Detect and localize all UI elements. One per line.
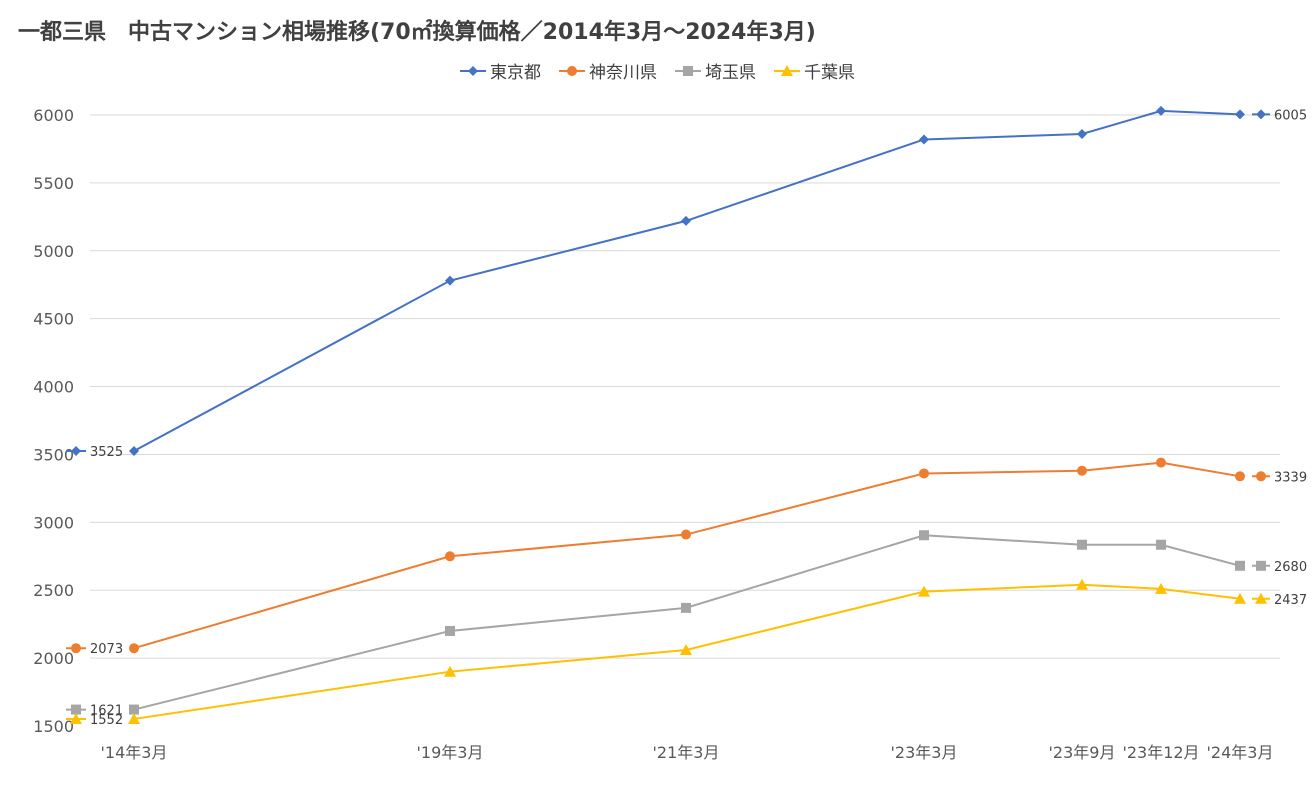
- gridlines: [90, 114, 1280, 659]
- legend-label: 神奈川県: [589, 63, 657, 83]
- y-tick-label-5000: 5000: [33, 242, 74, 261]
- data-point: [1077, 465, 1087, 476]
- legend: 東京都 神奈川県 埼玉県 千葉県: [0, 58, 1315, 83]
- data-point: [1077, 539, 1087, 550]
- series-3: 1552 2437: [66, 578, 1307, 728]
- y-tick-label-2000: 2000: [33, 649, 74, 668]
- y-tick-label-3500: 3500: [33, 445, 74, 464]
- data-point: [1076, 578, 1088, 590]
- data-point: [1077, 129, 1087, 140]
- legend-marker: [683, 65, 693, 76]
- end-data-label: 2680: [1274, 560, 1307, 575]
- data-point: [445, 625, 455, 636]
- end-data-label: 3339: [1274, 470, 1307, 485]
- legend-key: [774, 64, 800, 76]
- end-label-key-marker: [1256, 560, 1266, 571]
- data-point: [918, 585, 930, 597]
- data-point: [1156, 457, 1166, 468]
- x-tick-label: '19年3月: [417, 743, 484, 762]
- data-point: [680, 643, 692, 655]
- x-axis-tick-labels: '14年3月 '19年3月 '21年3月 '23年3月 '23年9月 '23年12月 '24…: [101, 743, 1274, 762]
- x-tick-label: '23年12月: [1122, 743, 1199, 762]
- legend-marker: [781, 64, 793, 76]
- y-tick-label-1500: 1500: [33, 717, 74, 736]
- data-point: [681, 529, 691, 540]
- series-group: 3525 6005 2073 3339 1621 2680 1552 2437: [66, 105, 1307, 728]
- legend-key: [559, 65, 585, 76]
- legend-item-1: 神奈川県: [559, 58, 657, 83]
- data-point: [919, 468, 929, 479]
- legend-marker: [468, 65, 478, 76]
- data-point: [681, 602, 691, 613]
- data-point: [919, 530, 929, 541]
- data-point: [129, 446, 139, 457]
- legend-marker: [567, 65, 577, 76]
- data-point: [445, 275, 455, 286]
- data-point: [1156, 539, 1166, 550]
- legend-item-2: 埼玉県: [675, 58, 756, 83]
- legend-label: 東京都: [490, 63, 541, 83]
- legend-item-3: 千葉県: [774, 58, 855, 83]
- x-tick-label: '21年3月: [653, 743, 720, 762]
- series-line: [133, 534, 1241, 711]
- data-point: [444, 665, 456, 677]
- data-point: [129, 643, 139, 654]
- y-tick-label-6000: 6000: [33, 106, 74, 125]
- start-data-label: 1552: [90, 713, 123, 728]
- end-data-label: 6005: [1274, 108, 1307, 123]
- data-point: [1155, 582, 1167, 594]
- x-tick-label: '14年3月: [101, 743, 168, 762]
- y-tick-label-5500: 5500: [33, 174, 74, 193]
- start-label-key-marker: [71, 704, 81, 715]
- start-label-key-marker: [71, 643, 81, 654]
- end-data-label: 2437: [1274, 593, 1307, 608]
- series-line: [133, 461, 1241, 650]
- y-tick-label-4000: 4000: [33, 378, 74, 397]
- end-label-key-marker: [1255, 592, 1267, 604]
- data-point: [919, 134, 929, 145]
- start-data-label: 2073: [90, 642, 123, 657]
- legend-item-0: 東京都: [460, 58, 541, 83]
- data-point: [1156, 105, 1166, 116]
- end-label-key-marker: [1256, 471, 1266, 482]
- start-label-key-marker: [71, 446, 81, 457]
- y-tick-label-3000: 3000: [33, 513, 74, 532]
- y-axis-tick-labels: 1500 2000 2500 3000 3500 4000 4500 5000 5500 6000: [33, 106, 74, 736]
- data-point: [129, 704, 139, 715]
- data-point: [1235, 109, 1245, 120]
- start-label-key-marker: [70, 712, 82, 724]
- x-tick-label: '23年3月: [891, 743, 958, 762]
- series-2: 1621 2680: [66, 530, 1307, 719]
- legend-label: 埼玉県: [705, 63, 756, 83]
- data-point: [445, 551, 455, 562]
- legend-label: 千葉県: [804, 63, 855, 83]
- data-point: [681, 215, 691, 226]
- y-tick-label-2500: 2500: [33, 581, 74, 600]
- x-tick-label: '24年3月: [1207, 743, 1274, 762]
- start-data-label: 1621: [90, 704, 123, 719]
- series-1: 2073 3339: [66, 457, 1307, 657]
- chart-title: 一都三県 中古マンション相場推移(70㎡換算価格／2014年3月～2024年3月…: [18, 20, 816, 45]
- data-point: [1234, 592, 1246, 604]
- x-tick-label: '23年9月: [1049, 743, 1116, 762]
- start-data-label: 3525: [90, 445, 123, 460]
- y-tick-label-4500: 4500: [33, 310, 74, 329]
- legend-key: [675, 65, 701, 76]
- series-line: [133, 109, 1241, 452]
- data-point: [128, 712, 140, 724]
- end-label-key-marker: [1256, 109, 1266, 120]
- series-0: 3525 6005: [66, 105, 1307, 460]
- data-point: [1235, 560, 1245, 571]
- legend-key: [460, 65, 486, 76]
- data-point: [1235, 471, 1245, 482]
